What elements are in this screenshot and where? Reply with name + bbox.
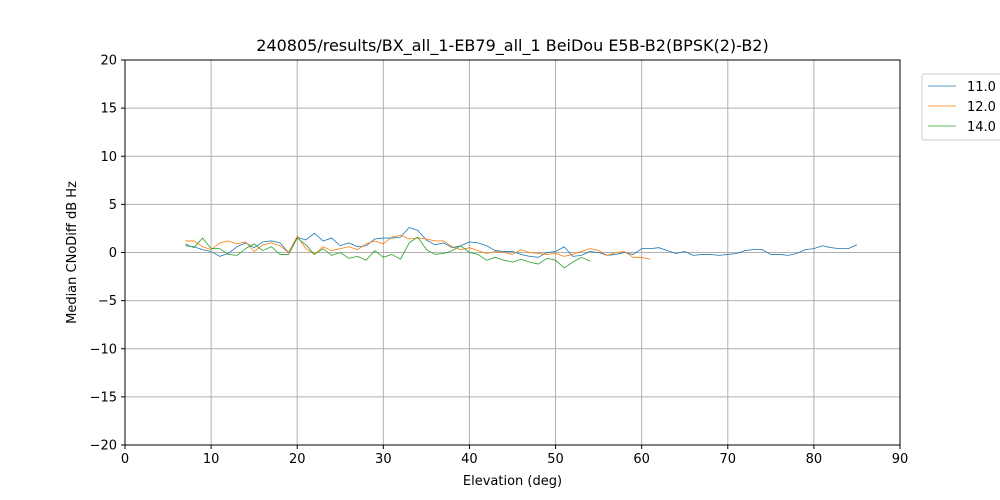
legend-box — [921, 73, 1000, 141]
y-tick-label: 15 — [100, 102, 117, 117]
y-tick-label: −20 — [90, 439, 117, 454]
legend-label-2: 12.0 — [967, 100, 996, 115]
y-tick-label: 0 — [109, 246, 117, 261]
series-line-1 — [185, 227, 858, 258]
legend-label-1: 11.0 — [967, 80, 996, 95]
legend: 11.0 12.0 14.0 — [921, 73, 1000, 141]
y-tick-label: −10 — [90, 342, 117, 357]
x-tick-label: 0 — [121, 452, 129, 467]
x-tick-label: 70 — [720, 452, 737, 467]
x-tick-label: 50 — [547, 452, 564, 467]
x-tick-label: 30 — [375, 452, 392, 467]
x-tick-label: 80 — [806, 452, 823, 467]
y-axis-ticks: −20 −15 −10 −5 0 5 10 15 20 — [90, 54, 125, 454]
x-tick-label: 90 — [892, 452, 909, 467]
y-tick-label: 10 — [100, 150, 117, 165]
y-axis-label: Median CNoDiff dB Hz — [65, 181, 80, 324]
x-tick-label: 10 — [203, 452, 220, 467]
y-tick-label: 5 — [109, 198, 117, 213]
y-tick-label: 20 — [100, 54, 117, 69]
x-axis-ticks: 0 10 20 30 40 50 60 70 80 90 — [121, 445, 908, 467]
x-tick-label: 60 — [633, 452, 650, 467]
chart-title: 240805/results/BX_all_1-EB79_all_1 BeiDo… — [256, 36, 768, 56]
x-tick-label: 20 — [289, 452, 306, 467]
legend-items: 11.0 12.0 14.0 — [928, 80, 996, 135]
x-tick-label: 40 — [461, 452, 478, 467]
series-line-3 — [185, 236, 591, 269]
y-tick-label: −5 — [98, 294, 117, 309]
y-tick-label: −15 — [90, 390, 117, 405]
series-layer — [185, 227, 858, 269]
legend-label-3: 14.0 — [967, 120, 996, 135]
x-axis-label: Elevation (deg) — [463, 474, 562, 489]
series-line-2 — [185, 234, 651, 260]
